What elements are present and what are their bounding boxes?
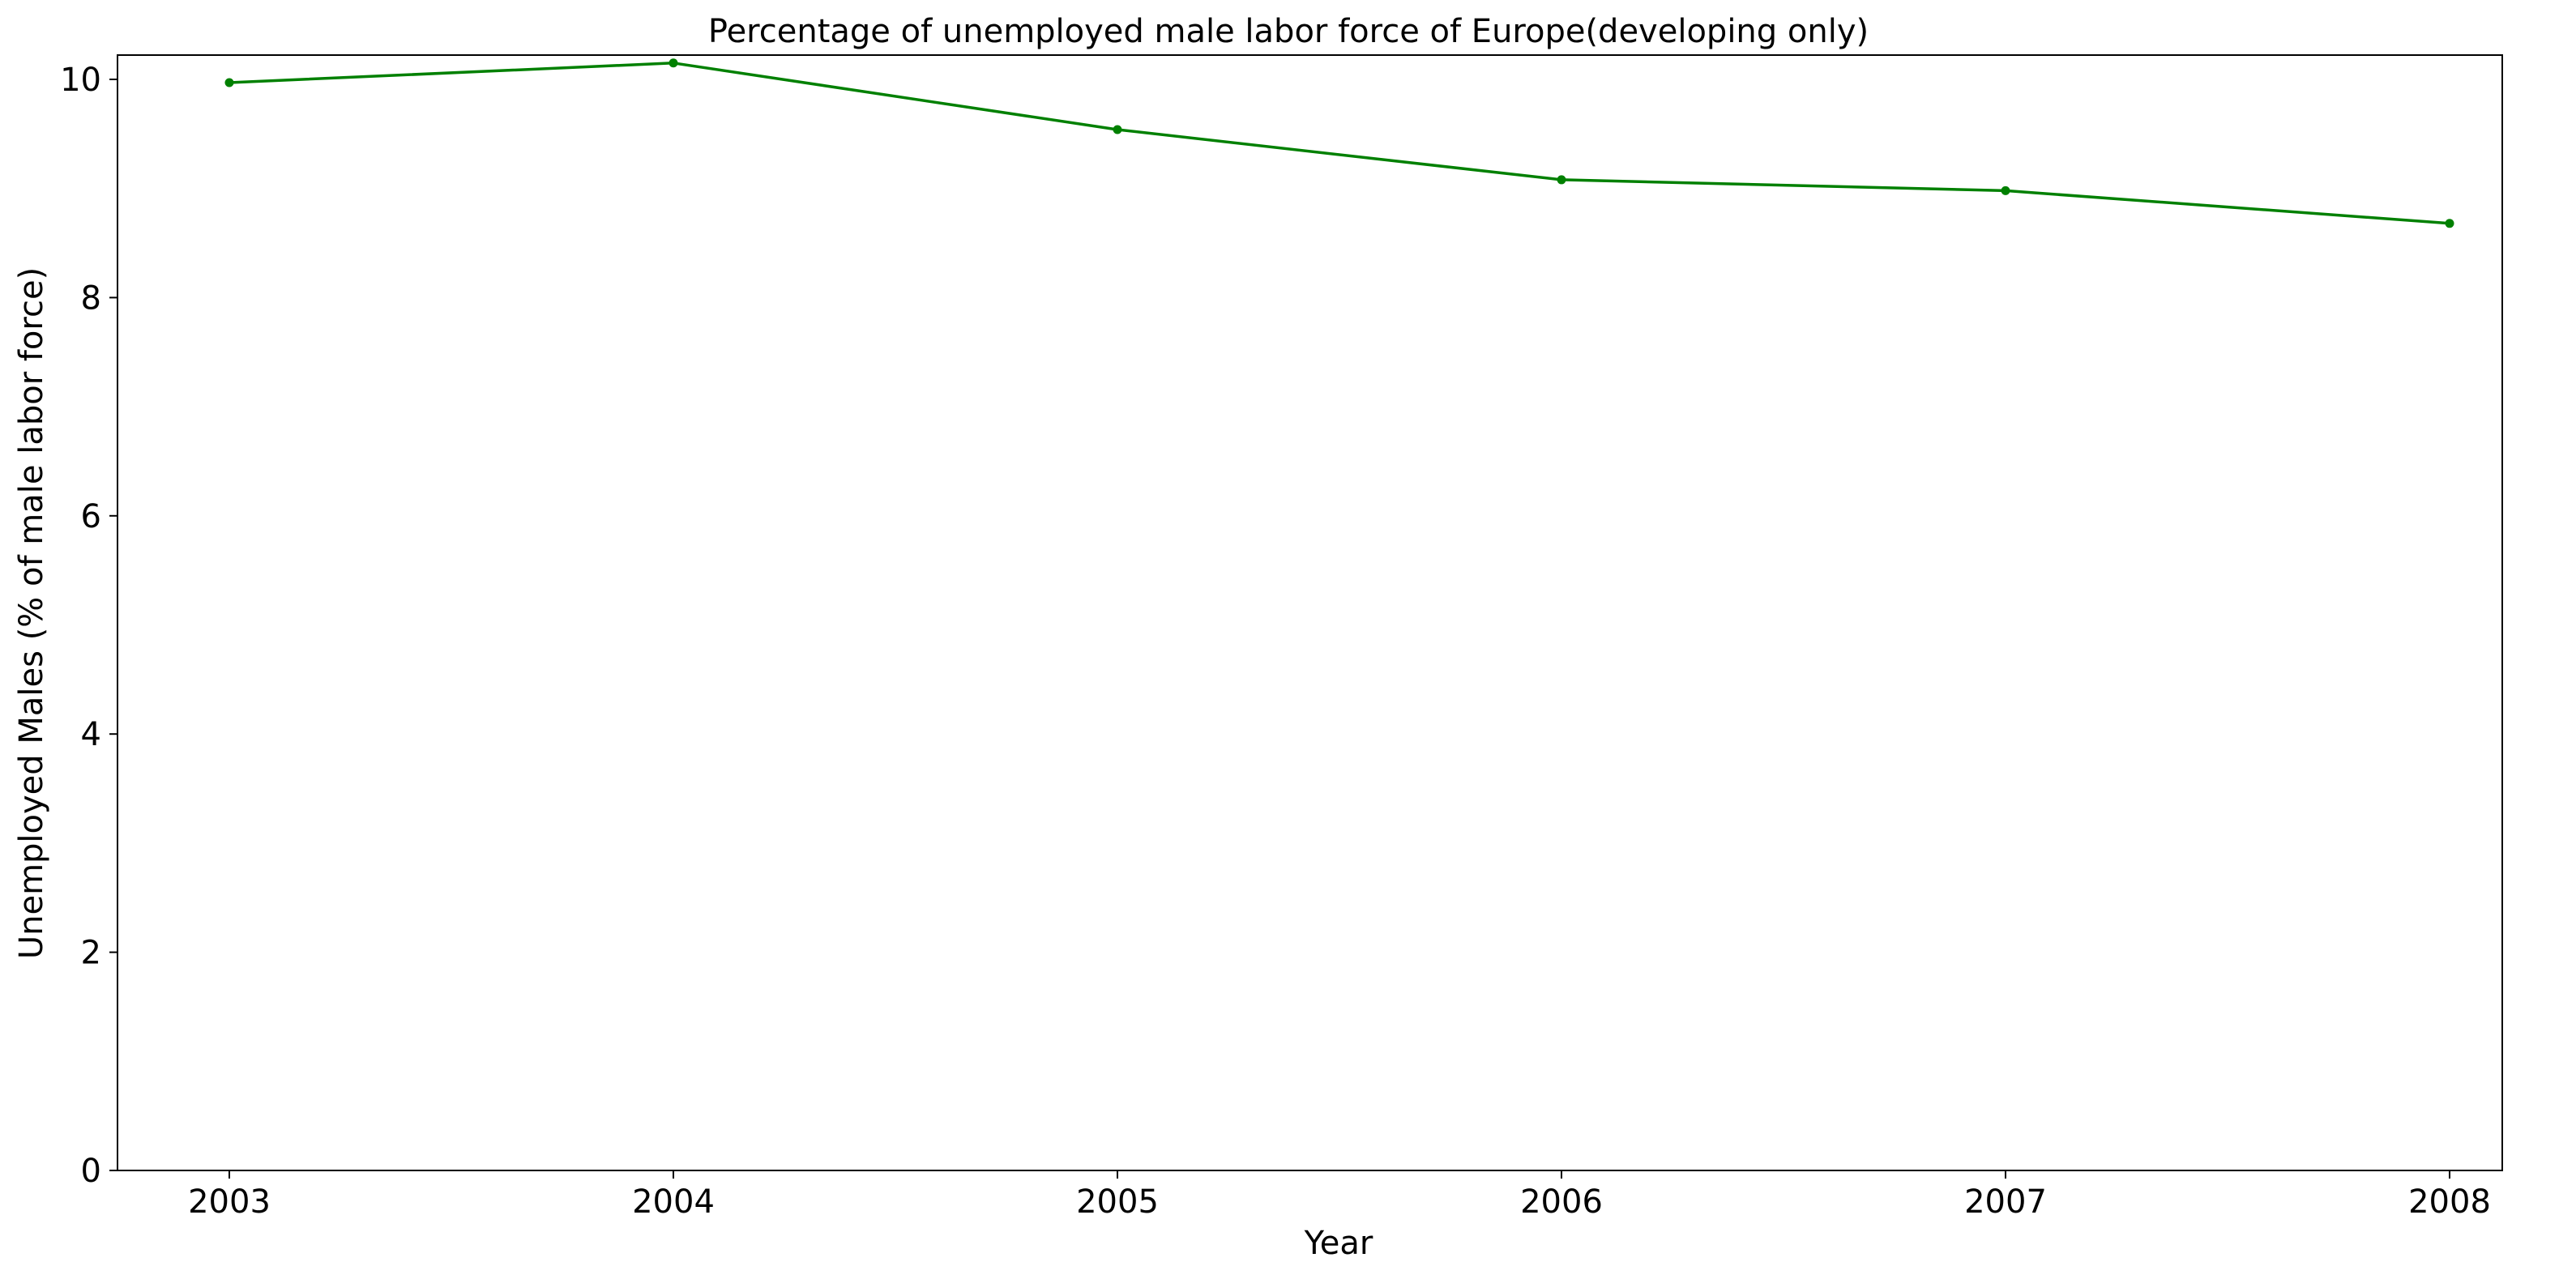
y-tick-label: 10 xyxy=(60,62,101,99)
x-tick-label: 2003 xyxy=(188,1183,271,1221)
series-line xyxy=(228,62,2451,225)
x-tick-label: 2007 xyxy=(1964,1183,2047,1221)
x-tick-label: 2008 xyxy=(2408,1183,2491,1221)
data-point xyxy=(2445,219,2454,228)
data-point xyxy=(224,78,234,87)
y-tick-label: 0 xyxy=(81,1153,101,1190)
plot-area: 0 2 4 6 8 10 2003 2004 2005 2006 2007 2008 xyxy=(60,54,2503,1221)
y-axis: 0 2 4 6 8 10 xyxy=(60,62,117,1190)
x-tick-label: 2006 xyxy=(1520,1183,1603,1221)
y-tick-label: 2 xyxy=(81,935,101,972)
y-tick-label: 4 xyxy=(81,716,101,753)
y-axis-label: Unemployed Males (% of male labor force) xyxy=(13,267,50,959)
x-axis-label: Year xyxy=(1304,1225,1373,1262)
y-tick-label: 6 xyxy=(81,498,101,535)
data-point xyxy=(669,58,678,68)
x-axis: 2003 2004 2005 2006 2007 2008 xyxy=(188,1170,2491,1221)
data-point xyxy=(1557,175,1566,185)
series-layer xyxy=(224,58,2454,228)
x-tick-label: 2005 xyxy=(1076,1183,1159,1221)
x-tick-label: 2004 xyxy=(632,1183,715,1221)
chart-title: Percentage of unemployed male labor forc… xyxy=(708,13,1869,50)
data-point xyxy=(2001,185,2010,195)
data-point xyxy=(1113,125,1122,134)
plot-frame xyxy=(117,54,2503,1171)
y-tick-label: 8 xyxy=(81,279,101,317)
